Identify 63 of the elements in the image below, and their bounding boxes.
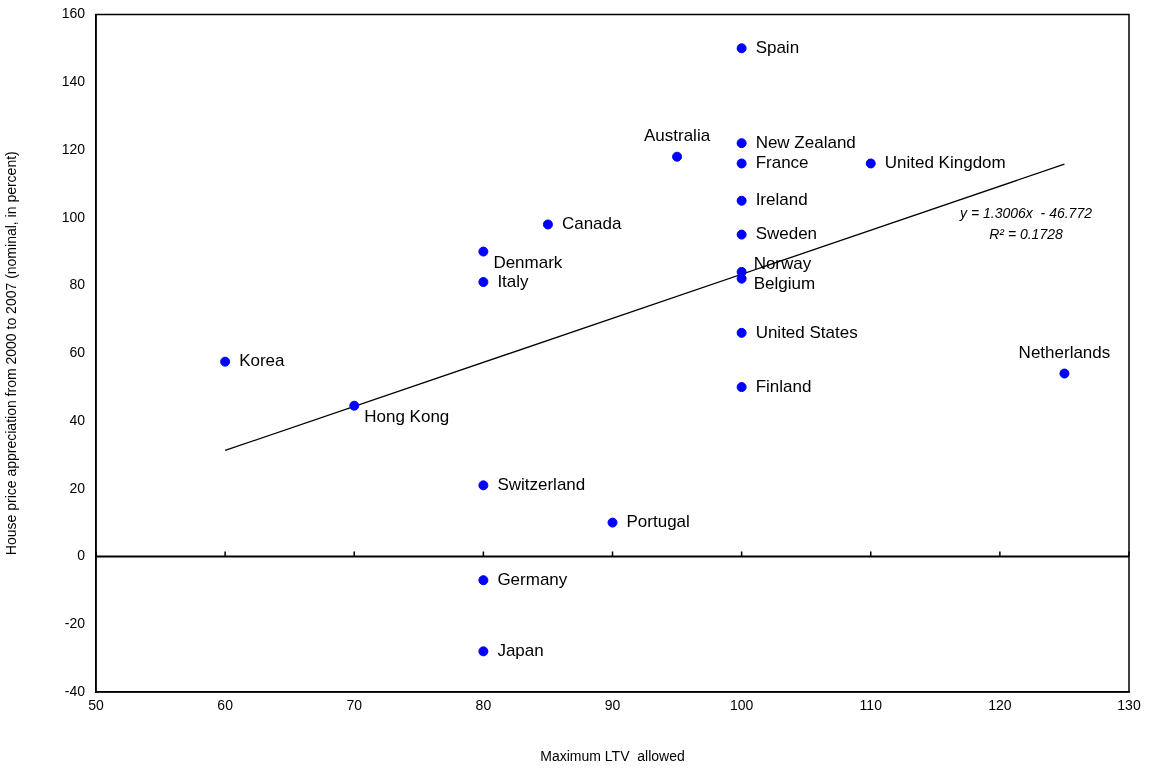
data-label: United Kingdom bbox=[884, 153, 1006, 173]
data-label: New Zealand bbox=[755, 132, 856, 152]
y-tick-label: 0 bbox=[77, 547, 86, 564]
y-tick-label: -20 bbox=[64, 615, 86, 632]
data-label: Sweden bbox=[755, 224, 818, 244]
data-label: Canada bbox=[561, 214, 623, 234]
x-tick-label: 70 bbox=[346, 697, 363, 714]
point bbox=[478, 575, 489, 586]
point bbox=[1059, 368, 1070, 379]
y-tick-label: 120 bbox=[61, 140, 86, 157]
point bbox=[736, 43, 747, 54]
data-label: Spain bbox=[755, 37, 800, 57]
x-tick-label: 50 bbox=[88, 697, 104, 714]
annotation: y = 1.3006x - 46.772 bbox=[959, 204, 1093, 221]
point bbox=[736, 327, 747, 338]
data-label: Germany bbox=[497, 569, 568, 589]
point bbox=[220, 356, 231, 367]
data-label: Australia bbox=[643, 126, 711, 146]
x-tick-label: 130 bbox=[1117, 697, 1141, 714]
point bbox=[542, 219, 553, 230]
x-tick-label: 100 bbox=[729, 697, 754, 714]
y-axis-title: House price appreciation from 2000 to 2007 (nominal, in percent) bbox=[3, 151, 20, 556]
point bbox=[349, 400, 360, 411]
y-tick-label: 60 bbox=[69, 344, 86, 361]
point bbox=[478, 277, 489, 288]
x-tick-label: 110 bbox=[859, 697, 883, 714]
y-tick-label: 80 bbox=[69, 276, 86, 293]
y-tick-label: -40 bbox=[64, 682, 86, 699]
point bbox=[736, 229, 747, 240]
data-label: Korea bbox=[239, 351, 286, 371]
y-tick-label: 140 bbox=[61, 73, 86, 90]
data-label: Japan bbox=[497, 641, 544, 661]
y-tick-label: 40 bbox=[69, 411, 86, 428]
x-tick-label: 60 bbox=[217, 697, 234, 714]
data-label: United States bbox=[755, 322, 858, 342]
annotation: R² = 0.1728 bbox=[989, 225, 1063, 242]
x-tick-label: 90 bbox=[604, 697, 621, 714]
data-label: Switzerland bbox=[497, 475, 586, 495]
point bbox=[736, 382, 747, 393]
point bbox=[736, 195, 747, 206]
y-tick-label: 160 bbox=[61, 5, 86, 22]
data-label: Finland bbox=[755, 376, 812, 396]
data-label: Netherlands bbox=[1018, 343, 1111, 363]
point bbox=[865, 158, 876, 169]
point bbox=[478, 480, 489, 491]
data-label: France bbox=[755, 153, 809, 173]
point bbox=[478, 646, 489, 657]
point bbox=[478, 246, 489, 257]
data-label: Ireland bbox=[755, 190, 808, 210]
data-label: Italy bbox=[497, 271, 530, 291]
point bbox=[607, 517, 618, 528]
y-tick-label: 100 bbox=[61, 208, 86, 225]
data-label: Hong Kong bbox=[364, 407, 450, 427]
data-label: Portugal bbox=[626, 512, 690, 532]
point bbox=[672, 151, 683, 162]
data-label: Denmark bbox=[493, 253, 563, 273]
x-tick-label: 80 bbox=[475, 697, 492, 714]
data-label: Belgium bbox=[753, 274, 816, 294]
point bbox=[736, 138, 747, 149]
x-tick-label: 120 bbox=[988, 697, 1012, 714]
point bbox=[736, 158, 747, 169]
x-axis-title: Maximum LTV allowed bbox=[540, 748, 685, 765]
y-tick-label: 20 bbox=[69, 479, 86, 496]
